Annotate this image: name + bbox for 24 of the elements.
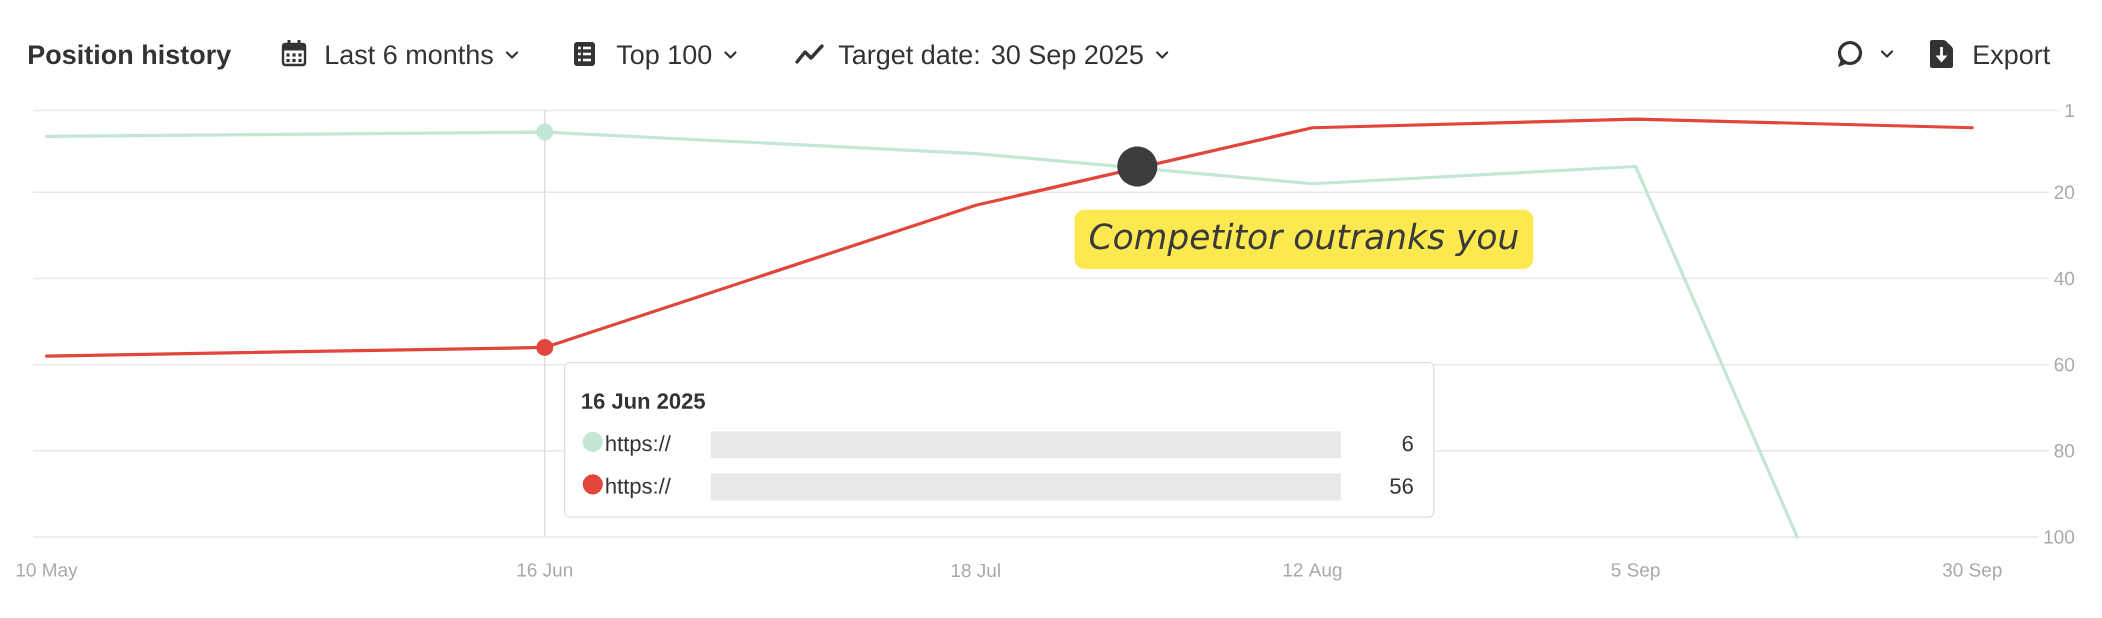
x-tick-label: 12 Aug: [1283, 563, 1342, 581]
y-tick-label: 80: [2054, 444, 2075, 458]
annotation: 56: [1390, 478, 1413, 494]
annotation: 6: [1402, 435, 1413, 452]
text: Last 6 months: [326, 44, 493, 65]
y-tick-label: 100: [2044, 530, 2075, 544]
y-tick-label: 1: [2065, 103, 2074, 118]
line-series: [44, 117, 1974, 358]
text: Export: [1974, 45, 2051, 70]
x-tick-label: 5 Sep: [1611, 563, 1660, 581]
legend-title: 16 Jun 2025: [582, 393, 705, 409]
y-tick-label: 60: [2054, 357, 2075, 372]
legend-label: https://: [606, 435, 671, 456]
x-tick-label: 18 Jul: [951, 563, 1000, 578]
y-tick-label: 20: [2054, 185, 2075, 200]
x-tick-label: 16 Jun: [517, 563, 573, 577]
text: Top 100: [616, 45, 712, 70]
legend-label: https://: [606, 477, 671, 499]
x-tick-label: 10 May: [16, 563, 78, 581]
y-tick-label: 40: [2054, 271, 2075, 286]
chart-title: Position history: [29, 44, 232, 70]
annotation: Competitor outranks you: [1089, 222, 1518, 257]
x-tick-label: 30 Sep: [1942, 563, 2002, 581]
text: Target date: 30 Sep 2025: [838, 44, 1143, 70]
